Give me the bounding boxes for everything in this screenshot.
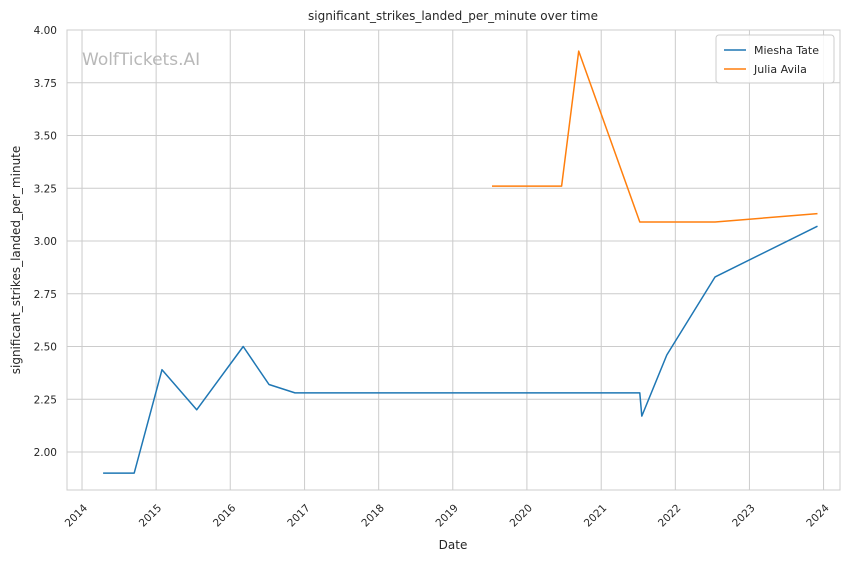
y-tick-label: 2.25 (34, 394, 57, 406)
y-tick-label: 3.50 (34, 131, 57, 143)
watermark: WolfTickets.AI (82, 50, 200, 70)
legend-label: Miesha Tate (754, 44, 819, 57)
series-line-miesha-tate (103, 225, 818, 474)
legend-box (715, 34, 835, 84)
legend-label: Julia Avila (753, 63, 807, 76)
y-tick-label: 2.00 (34, 447, 57, 459)
x-axis-label: Date (439, 538, 468, 552)
grid-lines (67, 29, 840, 490)
series-line-julia-avila (492, 50, 818, 223)
y-tick-label: 3.75 (34, 78, 57, 90)
y-tick-label: 3.25 (34, 183, 57, 195)
y-tick-label: 3.00 (34, 236, 57, 248)
y-axis-ticks: 2.00 2.25 2.50 2.75 3.00 3.25 3.50 3.75 4.00 (34, 25, 57, 459)
plot-area (66, 29, 841, 491)
y-tick-label: 2.50 (34, 342, 57, 354)
series-layer (103, 50, 818, 474)
y-axis-label: significant_strikes_landed_per_minute (9, 146, 23, 375)
y-tick-label: 2.75 (34, 289, 57, 301)
y-tick-label: 4.00 (34, 25, 57, 37)
chart-title: significant_strikes_landed_per_minute ov… (308, 9, 598, 23)
legend: Miesha Tate Julia Avila (715, 34, 835, 84)
